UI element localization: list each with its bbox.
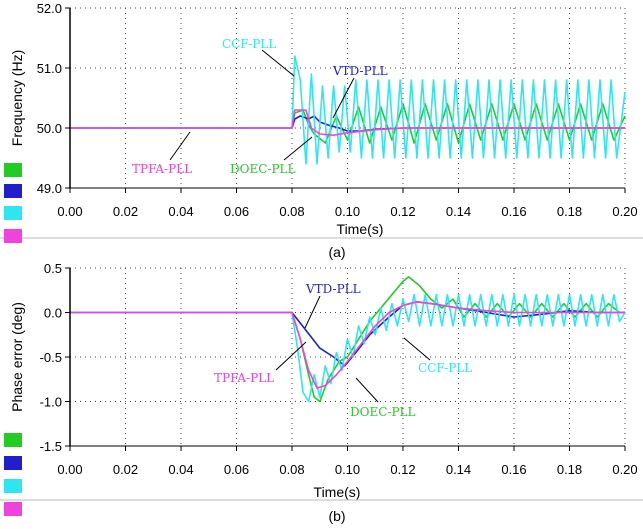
panel-b-x-label: Time(s): [314, 484, 361, 500]
panel-b-legend-swatches: [4, 433, 22, 516]
panel-b-leader-doec: [356, 378, 378, 402]
panel-b-x-tick-label: 0.10: [335, 462, 360, 477]
swatch-vtd: [4, 456, 22, 470]
panel-a-x-tick-label: 0.12: [390, 204, 415, 219]
panel-a-x-tick-label: 0.00: [57, 204, 82, 219]
panel-a-leader-ccf: [262, 50, 294, 76]
panel-a-x-tick-label: 0.10: [335, 204, 360, 219]
panel-b-y-tick-label: 0.5: [44, 261, 62, 276]
panel-b-annotation-ccf: CCF-PLL: [418, 361, 472, 375]
panel-a-x-tick-label: 0.06: [224, 204, 249, 219]
swatch-tpfa: [4, 229, 22, 243]
panel-b-leader-tpfa: [276, 342, 306, 370]
panel-b-leader-ccf: [404, 338, 430, 360]
panel-a-leader-vtd: [333, 78, 354, 118]
panel-a-y-tick-label: 49.0: [37, 181, 62, 196]
panel-b-leader-vtd: [305, 296, 320, 328]
panel-a-annotation-ccf: CCF-PLL: [222, 37, 276, 51]
panel-a-x-tick-label: 0.08: [279, 204, 304, 219]
panel-a-x-ticks: 0.00 0.02 0.04 0.06 0.08 0.10 0.12 0.14 0.16 0.18…: [57, 188, 637, 219]
panel-a-x-tick-label: 0.20: [612, 204, 637, 219]
panel-b-x-tick-label: 0.16: [501, 462, 526, 477]
panel-a-y-tick-label: 52.0: [37, 1, 62, 16]
panel-b-y-tick-label: -0.5: [40, 350, 62, 365]
panel-a-leader-tpfa: [170, 132, 190, 160]
panel-b-x-ticks: 0.00 0.02 0.04 0.06 0.08 0.10 0.12 0.14 0.16 0.18…: [57, 446, 637, 477]
panel-b-phase-error: -1.5-1.0-0.50.00.5 0.00 0.02 0.04 0.06 0.08 0…: [0, 261, 643, 524]
panel-b-y-tick-label: -1.0: [40, 395, 62, 410]
panel-b-y-tick-label: -1.5: [40, 439, 62, 454]
swatch-ccf: [4, 206, 22, 220]
panel-a-annotation-tpfa: TPFA-PLL: [132, 162, 192, 176]
panel-b-x-tick-label: 0.04: [168, 462, 193, 477]
panel-b-x-tick-label: 0.14: [446, 462, 471, 477]
panel-b-y-ticks: -1.5 -1.0 -0.5 0.0 0.5: [40, 261, 70, 454]
panel-a-y-ticks: 49.0 50.0 51.0 52.0: [37, 1, 70, 196]
panel-b-annotation-doec: DOEC-PLL: [350, 405, 415, 419]
swatch-doec: [4, 433, 22, 447]
swatch-vtd: [4, 184, 22, 198]
panel-a-y-tick-label: 50.0: [37, 121, 62, 136]
panel-a-x-tick-label: 0.18: [557, 204, 582, 219]
panel-a-x-label: Time(s): [337, 221, 384, 237]
panel-b-annotation-tpfa: TPFA-PLL: [214, 371, 274, 385]
panel-b-y-tick-label: 0.0: [44, 306, 62, 321]
panel-a-legend-swatches: [4, 163, 22, 243]
panel-a-caption: (a): [328, 244, 345, 260]
panel-b-annotation-vtd: VTD-PLL: [305, 282, 361, 296]
panel-b-y-label: Phase error (deg): [9, 302, 25, 412]
panel-a-x-tick-label: 0.16: [501, 204, 526, 219]
panel-a-x-tick-label: 0.04: [168, 204, 193, 219]
panel-a-y-label: Frequency (Hz): [9, 50, 25, 146]
panel-a-x-tick-label: 0.14: [446, 204, 471, 219]
swatch-ccf: [4, 479, 22, 493]
panel-b-x-tick-label: 0.02: [113, 462, 138, 477]
swatch-tpfa: [4, 502, 22, 516]
panel-a-annotation-vtd: VTD-PLL: [332, 64, 388, 78]
panel-a-x-tick-label: 0.02: [113, 204, 138, 219]
panel-b-x-tick-label: 0.12: [390, 462, 415, 477]
panel-b-x-tick-label: 0.18: [557, 462, 582, 477]
panel-a-frequency: 49.0 50.0 51.0 52.0 0.00 0.02 0.04 0.06 0.08 0.1…: [0, 1, 643, 260]
panel-a-grid: [70, 8, 625, 188]
panel-a-annotation-doec: DOEC-PLL: [230, 162, 295, 176]
panel-b-x-tick-label: 0.08: [279, 462, 304, 477]
panel-b-x-tick-label: 0.20: [612, 462, 637, 477]
panel-b-x-tick-label: 0.06: [224, 462, 249, 477]
panel-b-caption: (b): [328, 508, 345, 524]
panel-a-leader-doec: [284, 137, 312, 160]
swatch-doec: [4, 163, 22, 177]
panel-a-y-tick-label: 51.0: [37, 61, 62, 76]
panel-b-x-tick-label: 0.00: [57, 462, 82, 477]
